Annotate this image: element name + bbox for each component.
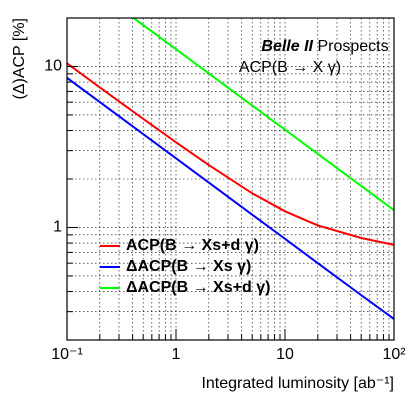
legend-label: ACP(B → Xs+d γ) [126, 237, 259, 254]
plot-frame [66, 17, 395, 341]
y-axis-label: (Δ)ACP [%] [11, 18, 28, 100]
series-line [67, 77, 394, 320]
x-tick-label: 10 [276, 346, 294, 363]
experiment-label: Belle II [261, 38, 313, 55]
chart-subtitle: ACP(B → X γ) [239, 59, 341, 76]
legend-label: ΔACP(B → Xs γ) [126, 258, 251, 275]
x-tick-label: 10⁻¹ [51, 346, 83, 363]
x-axis-label: Integrated luminosity [ab⁻¹] [201, 375, 394, 392]
series-line [132, 18, 394, 212]
lines [67, 18, 394, 320]
x-tick-label: 1 [172, 346, 181, 363]
x-tick-label: 10² [382, 346, 406, 363]
title-text: Prospects [317, 38, 388, 55]
y-tick-label: 10 [44, 58, 62, 75]
chart-title: Belle II Prospects [261, 38, 388, 55]
legend-label: ΔACP(B → Xs+d γ) [126, 279, 270, 296]
y-tick-label: 1 [53, 219, 62, 236]
series-line [67, 62, 394, 246]
